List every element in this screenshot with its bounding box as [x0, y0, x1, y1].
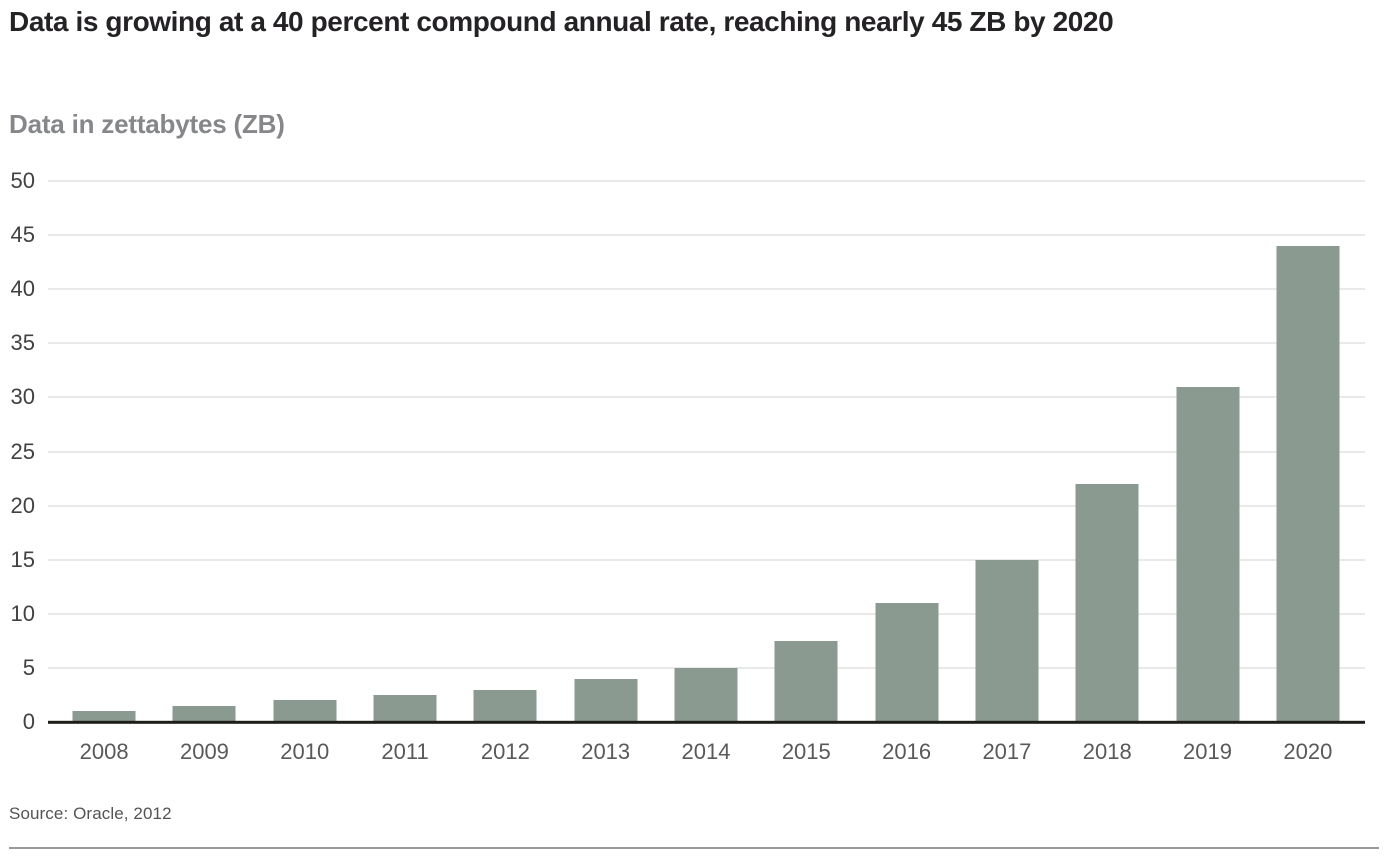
- bars-layer: 2008 2009 2010 2011 2012 2013 2014 2015 2016 2017…: [54, 181, 1358, 764]
- gridline: [48, 342, 1365, 344]
- bar-2020: [1276, 245, 1340, 722]
- bar-2012: [473, 689, 537, 722]
- x-tick-label: 2018: [1082, 739, 1132, 764]
- bar-2011: [373, 694, 437, 722]
- gridline: [48, 234, 1365, 236]
- source-note: Source: Oracle, 2012: [9, 804, 172, 823]
- bar-2013: [574, 678, 638, 722]
- gridline: [48, 396, 1365, 398]
- gridline: [48, 451, 1365, 452]
- gridline: [48, 559, 1365, 561]
- x-tick-label: 2009: [179, 739, 229, 764]
- x-tick-label: 2008: [79, 739, 129, 764]
- x-tick-label: 2012: [480, 739, 530, 764]
- x-tick-label: 2016: [882, 739, 932, 764]
- x-tick-label: 2010: [280, 739, 330, 764]
- bar-2009: [172, 705, 236, 722]
- bar-2014: [674, 667, 738, 722]
- x-tick-label: 2011: [381, 739, 429, 764]
- gridline: [48, 505, 1365, 507]
- gridline: [48, 180, 1365, 182]
- chart-title: Data is growing at a 40 percent compound…: [9, 6, 1114, 37]
- x-axis-line: [48, 720, 1365, 724]
- bar-2010: [273, 700, 337, 722]
- x-tick-label: 2015: [781, 739, 831, 764]
- bar-2019: [1176, 386, 1240, 722]
- x-tick-label: 2013: [581, 739, 631, 764]
- x-tick-label: 2019: [1183, 739, 1233, 764]
- bar-2018: [1075, 483, 1139, 722]
- bar-2015: [774, 640, 838, 722]
- bar-2008: [72, 711, 136, 722]
- bottom-divider: [9, 847, 1379, 849]
- x-tick-label: 2014: [681, 739, 731, 764]
- gridline: [48, 613, 1365, 615]
- bar-2016: [875, 602, 939, 722]
- x-tick-label: 2017: [982, 739, 1032, 764]
- x-tick-label: 2020: [1283, 739, 1333, 764]
- axis-unit-label: Data in zettabytes (ZB): [9, 109, 285, 139]
- gridline: [48, 288, 1365, 290]
- bar-2017: [975, 559, 1039, 722]
- plot-area: 2008 2009 2010 2011 2012 2013 2014 2015 2016 2017…: [11, 170, 1365, 764]
